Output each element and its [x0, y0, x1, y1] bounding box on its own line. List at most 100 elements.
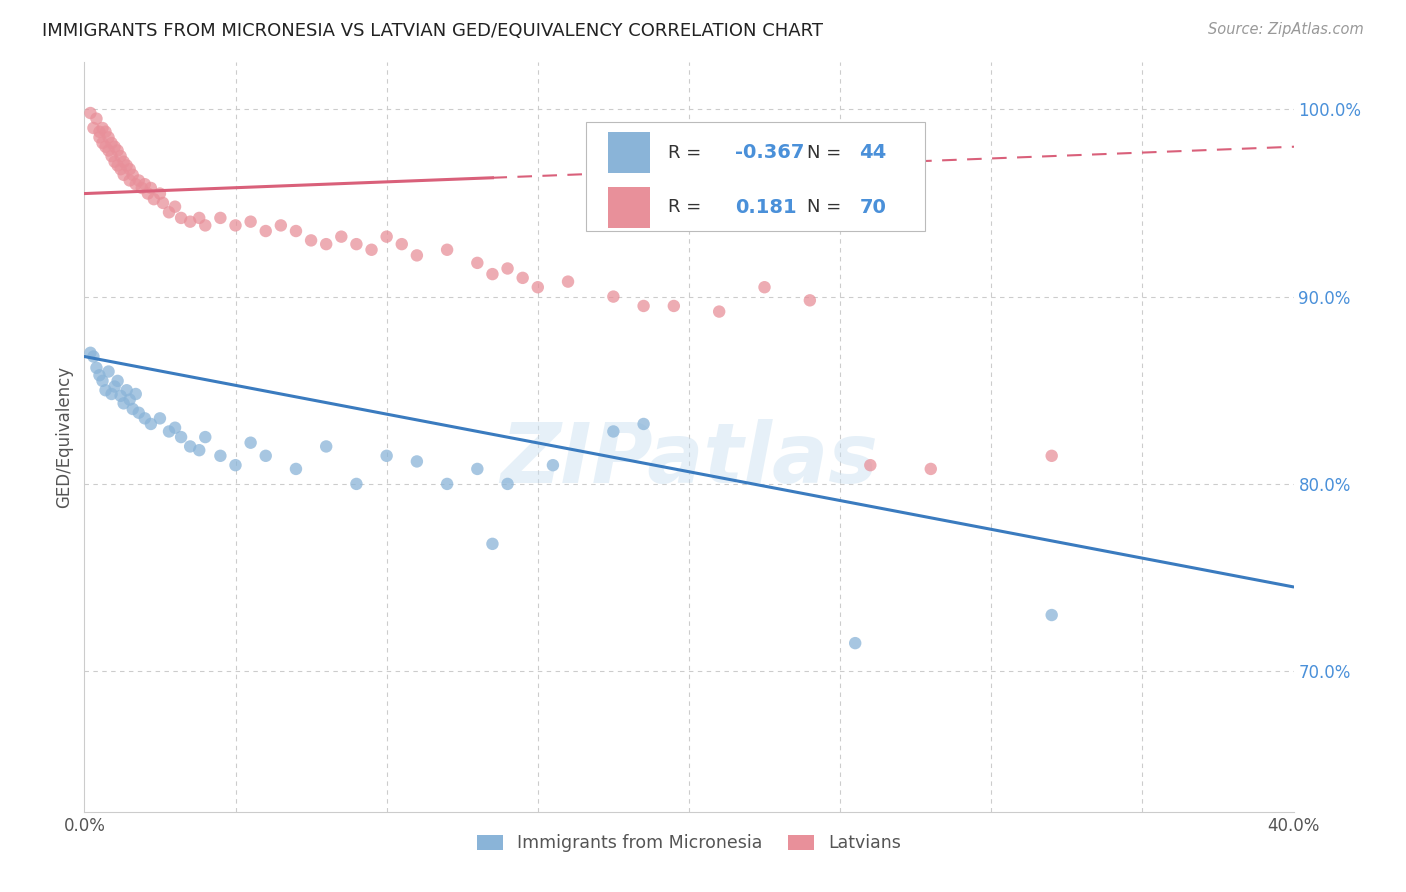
Point: [799, 293, 821, 308]
Point: [157, 425, 180, 439]
Point: [406, 248, 429, 262]
Point: [1040, 607, 1063, 622]
Point: [89, 130, 111, 145]
Point: [254, 224, 277, 238]
Point: [436, 476, 458, 491]
Point: [134, 411, 156, 425]
Point: [859, 458, 882, 472]
Point: [391, 237, 413, 252]
Point: [112, 154, 135, 169]
Point: [254, 449, 277, 463]
Point: [107, 144, 129, 158]
Point: [91, 374, 114, 388]
Point: [107, 374, 129, 388]
Point: [285, 462, 308, 476]
Point: [112, 168, 135, 182]
Point: [270, 219, 292, 233]
Point: [149, 411, 172, 425]
Point: [225, 458, 247, 472]
Text: 0.181: 0.181: [735, 198, 797, 217]
Point: [139, 417, 162, 431]
Point: [115, 383, 138, 397]
Point: [104, 379, 127, 393]
Point: [100, 149, 122, 163]
Text: -0.367: -0.367: [735, 144, 804, 162]
Point: [86, 360, 108, 375]
Point: [121, 401, 143, 416]
Point: [94, 125, 117, 139]
Point: [512, 270, 534, 285]
Point: [406, 454, 429, 468]
Point: [188, 443, 211, 458]
Point: [97, 144, 120, 158]
Text: 44: 44: [859, 144, 887, 162]
Point: [375, 229, 398, 244]
Text: Source: ZipAtlas.com: Source: ZipAtlas.com: [1208, 22, 1364, 37]
Point: [194, 430, 217, 444]
Point: [285, 224, 308, 238]
Point: [94, 139, 117, 153]
Point: [481, 537, 503, 551]
Point: [118, 162, 141, 177]
Point: [360, 243, 382, 257]
Text: N =: N =: [807, 198, 848, 216]
Point: [100, 136, 122, 150]
Point: [107, 158, 129, 172]
Point: [104, 139, 127, 153]
Point: [110, 149, 132, 163]
Point: [557, 275, 579, 289]
Point: [662, 299, 685, 313]
Point: [100, 387, 122, 401]
Point: [89, 368, 111, 383]
Point: [188, 211, 211, 225]
Text: R =: R =: [668, 144, 707, 161]
Point: [128, 406, 150, 420]
Point: [118, 173, 141, 187]
Point: [179, 214, 201, 228]
Point: [239, 214, 262, 228]
Point: [496, 476, 519, 491]
Point: [97, 364, 120, 378]
Point: [467, 256, 489, 270]
Point: [94, 383, 117, 397]
Point: [110, 389, 132, 403]
Point: [115, 158, 138, 172]
Point: [527, 280, 550, 294]
Point: [152, 195, 174, 210]
Point: [139, 181, 162, 195]
Point: [209, 211, 232, 225]
Point: [79, 106, 101, 120]
FancyBboxPatch shape: [607, 186, 650, 227]
Point: [110, 162, 132, 177]
Text: ZIPatlas: ZIPatlas: [501, 419, 877, 500]
Point: [754, 280, 776, 294]
Point: [170, 430, 193, 444]
Point: [481, 267, 503, 281]
Point: [79, 345, 101, 359]
Y-axis label: GED/Equivalency: GED/Equivalency: [55, 366, 73, 508]
Point: [375, 449, 398, 463]
Point: [346, 237, 368, 252]
Point: [142, 192, 165, 206]
Point: [131, 181, 153, 195]
Point: [149, 186, 172, 201]
Point: [920, 462, 942, 476]
Point: [118, 392, 141, 407]
Point: [299, 233, 322, 247]
Point: [346, 476, 368, 491]
FancyBboxPatch shape: [607, 132, 650, 173]
Point: [602, 425, 624, 439]
Text: R =: R =: [668, 198, 707, 216]
Point: [602, 289, 624, 303]
Point: [82, 120, 104, 135]
Point: [125, 177, 148, 191]
Point: [104, 154, 127, 169]
Point: [209, 449, 232, 463]
Point: [165, 200, 187, 214]
Point: [91, 120, 114, 135]
Point: [165, 420, 187, 434]
Point: [467, 462, 489, 476]
Point: [633, 417, 655, 431]
Point: [121, 168, 143, 182]
Text: 70: 70: [859, 198, 886, 217]
